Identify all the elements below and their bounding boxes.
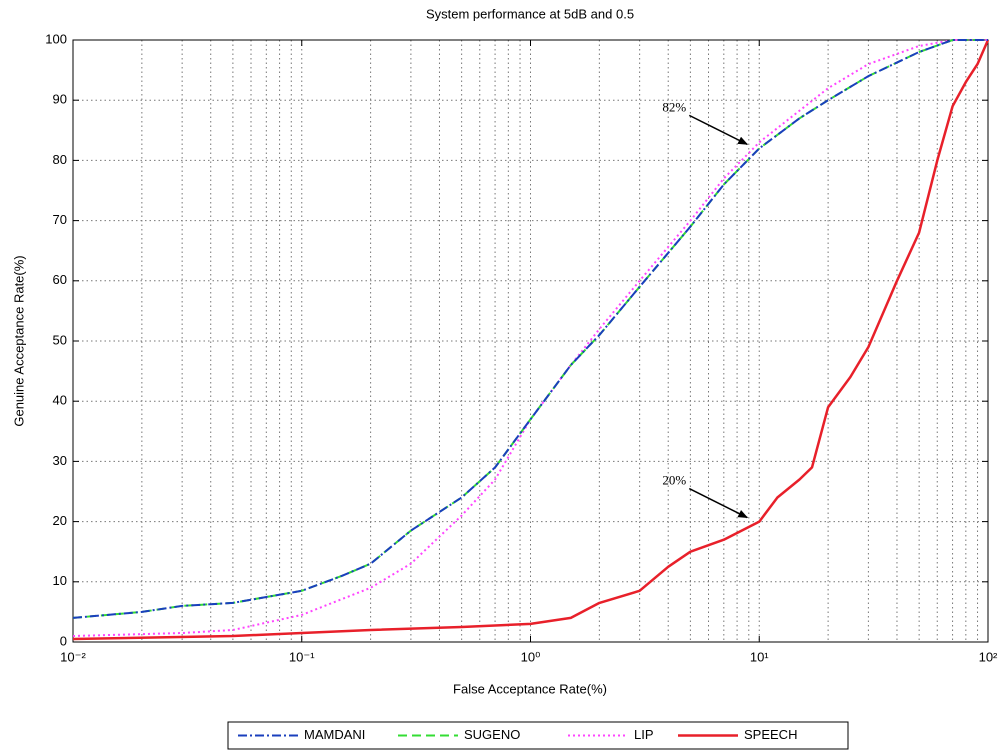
x-tick-label: 10⁰ bbox=[521, 649, 541, 664]
series-line bbox=[72, 39, 988, 619]
annotation-label: 82% bbox=[662, 99, 686, 114]
plot-frame bbox=[72, 39, 989, 643]
y-tick-label: 0 bbox=[60, 633, 67, 648]
annotation-arrow bbox=[688, 114, 749, 146]
x-tick-label: 10⁻¹ bbox=[289, 649, 315, 664]
y-tick-label: 50 bbox=[53, 332, 67, 347]
x-tick-label: 10⁻² bbox=[60, 649, 86, 664]
y-tick-label: 10 bbox=[53, 573, 67, 588]
x-tick-label: 10² bbox=[979, 649, 998, 664]
y-tick-label: 30 bbox=[53, 453, 67, 468]
series-line bbox=[72, 39, 988, 637]
y-tick-label: 90 bbox=[53, 92, 67, 107]
y-tick-label: 70 bbox=[53, 212, 67, 227]
series-line bbox=[72, 39, 990, 641]
annotation-arrow bbox=[688, 487, 749, 519]
legend-label: LIP bbox=[634, 727, 654, 742]
y-tick-label: 20 bbox=[53, 513, 67, 528]
x-axis-label: False Acceptance Rate(%) bbox=[453, 681, 607, 696]
legend-label: SUGENO bbox=[464, 727, 520, 742]
chart-title: System performance at 5dB and 0.5 bbox=[426, 6, 634, 21]
legend-label: MAMDANI bbox=[304, 727, 365, 742]
series-line bbox=[72, 39, 988, 619]
y-tick-label: 40 bbox=[53, 393, 67, 408]
y-tick-label: 80 bbox=[53, 152, 67, 167]
x-tick-label: 10¹ bbox=[750, 649, 769, 664]
annotation-label: 20% bbox=[662, 473, 686, 488]
legend-label: SPEECH bbox=[744, 727, 797, 742]
y-tick-label: 60 bbox=[53, 272, 67, 287]
y-axis-label: Genuine Acceptance Rate(%) bbox=[11, 255, 26, 426]
y-tick-label: 100 bbox=[45, 31, 67, 46]
legend-box bbox=[227, 721, 849, 750]
